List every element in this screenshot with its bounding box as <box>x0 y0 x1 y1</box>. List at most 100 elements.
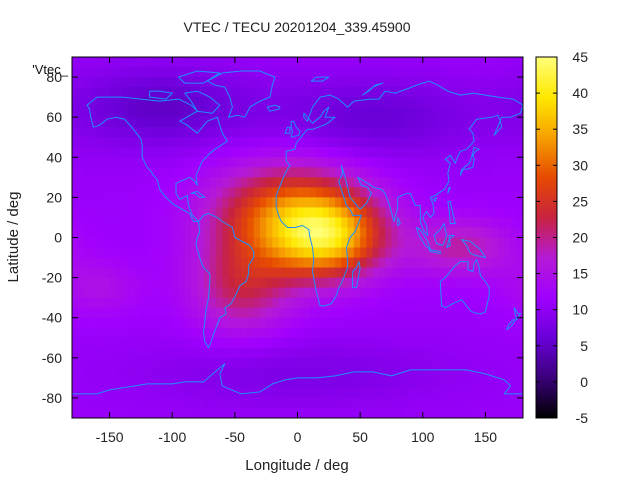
heatmap-cell <box>322 137 330 148</box>
heatmap-cell <box>416 357 424 369</box>
heatmap-cell <box>278 357 286 369</box>
heatmap-cell <box>247 377 255 389</box>
heatmap-cell <box>328 227 336 239</box>
heatmap-cell <box>153 197 161 209</box>
heatmap-cell <box>197 227 205 239</box>
heatmap-cell <box>447 187 455 198</box>
heatmap-cell <box>422 157 430 168</box>
heatmap-cell <box>378 267 386 279</box>
heatmap-cell <box>310 127 317 138</box>
heatmap-cell <box>103 327 111 339</box>
heatmap-cell <box>253 317 261 329</box>
heatmap-cell <box>347 247 355 259</box>
heatmap-cell <box>216 227 223 239</box>
x-tick-label: 100 <box>411 429 435 445</box>
heatmap-cell <box>147 67 155 78</box>
heatmap-cell <box>491 297 499 309</box>
heatmap-cell <box>72 357 79 369</box>
heatmap-cell <box>472 217 480 229</box>
heatmap-cell <box>90 77 98 88</box>
heatmap-cell <box>197 157 205 168</box>
heatmap-cell <box>391 147 399 158</box>
heatmap-cell <box>466 347 474 359</box>
heatmap-cell <box>216 157 223 168</box>
heatmap-cell <box>159 137 167 148</box>
heatmap-cell <box>491 257 499 269</box>
heatmap-cell <box>328 117 336 128</box>
heatmap-cell <box>90 407 98 418</box>
heatmap-cell <box>241 227 248 239</box>
heatmap-cell <box>291 67 299 78</box>
heatmap-cell <box>391 297 399 309</box>
heatmap-cell <box>284 87 292 98</box>
heatmap-cell <box>147 187 155 198</box>
heatmap-cell <box>109 87 117 98</box>
heatmap-cell <box>491 387 499 399</box>
heatmap-cell <box>385 147 393 158</box>
heatmap-cell <box>78 127 86 138</box>
heatmap-cell <box>266 407 274 418</box>
heatmap-cell <box>216 347 223 359</box>
heatmap-cell <box>159 297 167 309</box>
heatmap-cell <box>504 97 512 108</box>
heatmap-cell <box>328 317 336 329</box>
heatmap-cell <box>391 407 399 418</box>
heatmap-cell <box>97 237 104 249</box>
coastline-ellesmere-island <box>178 70 221 84</box>
heatmap-cell <box>241 77 248 88</box>
heatmap-cell <box>278 137 286 148</box>
heatmap-cell <box>435 177 443 188</box>
heatmap-cell <box>216 167 223 178</box>
heatmap-cell <box>241 267 248 279</box>
heatmap-cell <box>234 157 242 168</box>
heatmap-cell <box>128 137 136 148</box>
heatmap-cell <box>491 167 499 178</box>
heatmap-cell <box>303 267 311 279</box>
heatmap-cell <box>172 387 180 399</box>
heatmap-cell <box>310 347 317 359</box>
heatmap-cell <box>203 387 211 399</box>
heatmap-cell <box>310 327 317 339</box>
heatmap-cell <box>128 307 136 319</box>
heatmap-cell <box>228 387 236 399</box>
heatmap-cell <box>291 137 299 148</box>
heatmap-cell <box>90 57 98 68</box>
heatmap-cell <box>485 77 493 88</box>
heatmap-cell <box>422 237 430 249</box>
heatmap-cell <box>347 137 355 148</box>
heatmap-cell <box>416 217 424 229</box>
heatmap-cell <box>485 197 493 209</box>
heatmap-cell <box>203 247 211 259</box>
heatmap-cell <box>84 307 92 319</box>
heatmap-cell <box>278 77 286 88</box>
heatmap-cell <box>78 187 86 198</box>
heatmap-cell <box>159 107 167 118</box>
heatmap-cell <box>115 137 123 148</box>
heatmap-cell <box>234 167 242 178</box>
heatmap-cell <box>278 407 286 418</box>
heatmap-cell <box>259 187 267 198</box>
heatmap-cell <box>97 137 104 148</box>
heatmap-cell <box>278 107 286 118</box>
heatmap-cell <box>165 177 173 188</box>
heatmap-cell <box>347 227 355 239</box>
heatmap-cell <box>247 197 255 209</box>
heatmap-cell <box>310 217 317 229</box>
heatmap-cell <box>159 267 167 279</box>
heatmap-cell <box>316 107 324 118</box>
heatmap-cell <box>510 197 518 209</box>
coastline-sri-lanka <box>397 216 401 226</box>
heatmap-cell <box>391 357 399 369</box>
heatmap-cell <box>347 237 355 249</box>
heatmap-cell <box>391 227 399 239</box>
heatmap-cell <box>341 317 349 329</box>
heatmap-cell <box>253 357 261 369</box>
heatmap-cell <box>303 217 311 229</box>
heatmap-cell <box>103 207 111 219</box>
heatmap-cell <box>360 277 367 289</box>
heatmap-cell <box>310 307 317 319</box>
heatmap-cell <box>115 67 123 78</box>
heatmap-cell <box>103 167 111 178</box>
heatmap-cell <box>335 217 342 229</box>
heatmap-cell <box>347 127 355 138</box>
